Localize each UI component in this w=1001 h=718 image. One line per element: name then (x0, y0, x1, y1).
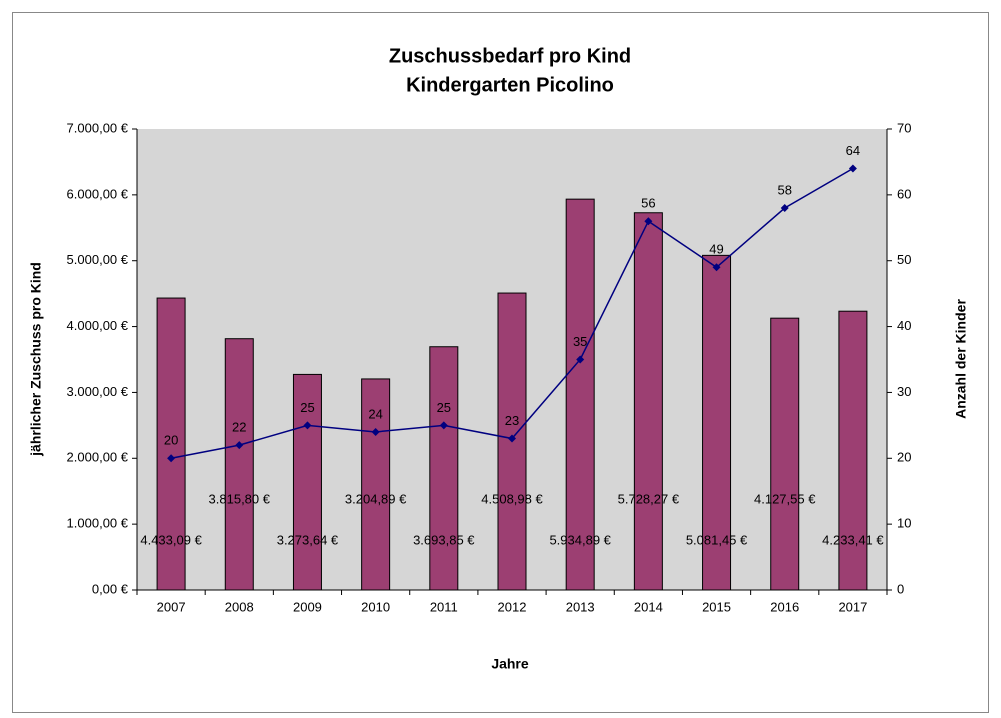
y-axis-title: jährlicher Zuschuss pro Kind (28, 262, 44, 457)
y2-tick-label: 0 (897, 581, 904, 596)
x-tick-label: 2008 (225, 599, 254, 614)
bar-value-label: 5.728,27 € (618, 491, 680, 506)
y2-tick-label: 30 (897, 384, 911, 399)
bar-value-label: 3.815,80 € (209, 491, 271, 506)
y2-tick-label: 20 (897, 450, 911, 465)
line-value-label: 58 (777, 182, 791, 197)
line-marker (235, 441, 244, 450)
y-tick-label: 1.000,00 € (67, 516, 129, 531)
bar (224, 338, 254, 591)
x-tick-label: 2007 (157, 599, 186, 614)
bar-value-label: 4.433,09 € (140, 532, 202, 547)
line-value-label: 64 (846, 143, 860, 158)
y-tick-label: 3.000,00 € (67, 384, 129, 399)
line-marker (576, 355, 585, 364)
y2-axis-title: Anzahl der Kinder (953, 299, 969, 419)
line-value-label: 22 (232, 420, 246, 435)
bar-value-label: 3.204,89 € (345, 491, 407, 506)
bar (361, 378, 391, 591)
y2-tick-label: 50 (897, 252, 911, 267)
line-value-label: 23 (505, 413, 519, 428)
bar (156, 297, 186, 591)
bar (633, 212, 663, 591)
y-tick-label: 2.000,00 € (67, 450, 129, 465)
bar (565, 198, 595, 591)
chart-subtitle: Kindergarten Picolino (406, 74, 614, 96)
line-value-label: 49 (709, 242, 723, 257)
line-marker (848, 164, 857, 173)
x-tick-label: 2015 (702, 599, 731, 614)
y-tick-label: 5.000,00 € (67, 252, 129, 267)
bar-value-label: 4.508,98 € (481, 491, 543, 506)
x-tick-label: 2013 (566, 599, 595, 614)
y-tick-label: 0,00 € (92, 581, 129, 596)
x-tick-label: 2010 (361, 599, 390, 614)
bar-value-label: 4.233,41 € (822, 532, 884, 547)
bar-value-label: 5.934,89 € (549, 532, 611, 547)
line-marker (439, 421, 448, 430)
x-tick-label: 2017 (838, 599, 867, 614)
line-value-label: 20 (164, 433, 178, 448)
bar-value-label: 5.081,45 € (686, 532, 748, 547)
bar-value-label: 3.693,85 € (413, 532, 475, 547)
x-tick-label: 2009 (293, 599, 322, 614)
line-marker (371, 427, 380, 436)
y-tick-label: 6.000,00 € (67, 186, 129, 201)
y-tick-label: 7.000,00 € (67, 120, 129, 135)
line-marker (167, 454, 176, 463)
bar (702, 254, 732, 591)
line-marker (780, 204, 789, 213)
bar (429, 346, 459, 591)
line-value-label: 24 (368, 406, 382, 421)
y2-tick-label: 60 (897, 186, 911, 201)
y2-tick-label: 10 (897, 516, 911, 531)
y2-tick-label: 70 (897, 120, 911, 135)
x-tick-label: 2014 (634, 599, 663, 614)
line-marker (508, 434, 516, 443)
line-marker (303, 421, 312, 430)
x-tick-label: 2011 (430, 599, 458, 614)
x-axis-title: Jahre (491, 656, 529, 672)
line-value-label: 25 (437, 400, 451, 415)
bar-value-label: 3.273,64 € (277, 532, 339, 547)
x-tick-label: 2016 (770, 599, 799, 614)
y-tick-label: 4.000,00 € (67, 318, 129, 333)
line-value-label: 35 (573, 334, 587, 349)
line-value-label: 25 (300, 400, 314, 415)
bar (292, 373, 322, 591)
bar-value-label: 4.127,55 € (754, 491, 816, 506)
x-tick-label: 2012 (498, 599, 527, 614)
line-marker (712, 263, 721, 272)
chart-title: Zuschussbedarf pro Kind (389, 45, 631, 67)
y2-tick-label: 40 (897, 318, 911, 333)
line-marker (644, 217, 653, 226)
line-value-label: 56 (641, 196, 655, 211)
bar (838, 310, 868, 591)
bar (770, 317, 800, 591)
